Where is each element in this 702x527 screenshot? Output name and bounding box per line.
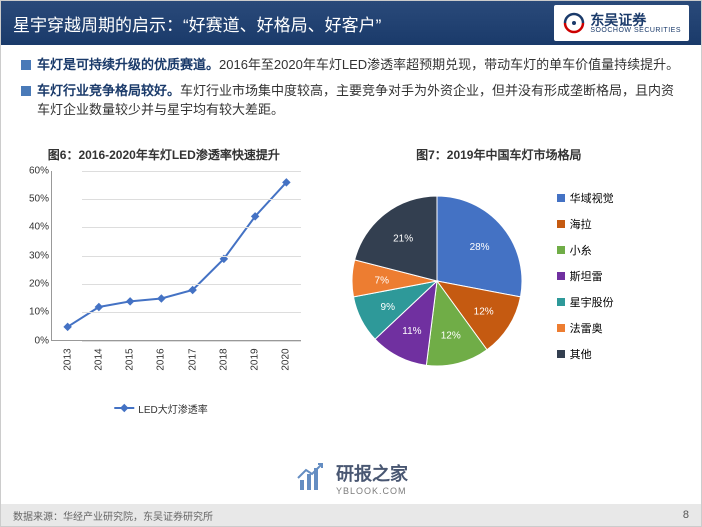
pie-pct-label: 9% [380,302,395,313]
x-tick: 2018 [218,344,229,374]
pie-pct-label: 7% [374,275,389,286]
pie-pct-label: 28% [469,241,489,252]
y-tick: 0% [35,335,49,346]
legend-swatch [557,324,565,332]
pie-legend-item: 斯坦雷 [557,268,614,284]
x-tick: 2013 [62,344,73,374]
grid-line [82,171,301,172]
legend-swatch [557,272,565,280]
x-tick: 2016 [156,344,167,374]
grid-line [82,312,301,313]
pie-chart-container: 图7：2019年中国车灯市场格局 28% 12% 12% 11% 9% 7% 21% 华域视… [317,146,681,391]
legend-swatch [557,220,565,228]
x-tick: 2015 [125,344,136,374]
legend-text: 法雷奥 [570,320,603,336]
watermark: 研报之家 YBLOOK.COM [294,460,408,496]
y-tick: 10% [29,307,49,318]
legend-text: 海拉 [570,216,592,232]
watermark-url: YBLOOK.COM [336,486,408,496]
pie-chart: 28% 12% 12% 11% 9% 7% 21% [317,171,557,391]
legend-text: 星宇股份 [570,294,614,310]
page-number: 8 [683,509,689,521]
pie-pct-label: 21% [393,233,413,244]
x-tick: 2017 [187,344,198,374]
grid-line [82,227,301,228]
y-tick: 30% [29,250,49,261]
pie-chart-title: 图7：2019年中国车灯市场格局 [317,146,681,163]
x-tick: 2020 [281,344,292,374]
bullet-marker [21,60,31,70]
bullet-marker [21,86,31,96]
pie-legend-item: 华域视觉 [557,190,614,206]
logo-text: 东吴证券 [590,13,681,27]
watermark-icon [294,460,330,496]
legend-text: 小糸 [570,242,592,258]
x-tick: 2019 [250,344,261,374]
x-tick: 2014 [93,344,104,374]
line-chart-container: 图6：2016-2020年车灯LED渗透率快速提升 0% 10% 20% 30% 40%… [21,146,307,391]
bullet-item: 车灯行业竞争格局较好。车灯行业市场集中度较高，主要竞争对手为外资企业，但并没有形… [21,81,681,120]
pie-legend-item: 海拉 [557,216,614,232]
line-legend: LED大灯渗透率 [114,401,207,416]
legend-text: 其他 [570,346,592,362]
pie-pct-label: 12% [473,306,493,317]
slide-title: 星宇穿越周期的启示：“好赛道、好格局、好客户” [13,11,381,36]
pie-pct-label: 11% [402,326,421,337]
legend-swatch [557,194,565,202]
watermark-text: 研报之家 [336,460,408,486]
legend-text: 华域视觉 [570,190,614,206]
bullet-item: 车灯是可持续升级的优质赛道。2016年至2020年车灯LED渗透率超预期兑现，带… [21,55,681,75]
legend-text: 斯坦雷 [570,268,603,284]
y-tick: 40% [29,222,49,233]
legend-label: LED大灯渗透率 [138,401,207,416]
logo-subtext: SOOCHOW SECURITIES [590,27,681,34]
content-area: 车灯是可持续升级的优质赛道。2016年至2020年车灯LED渗透率超预期兑现，带… [1,45,701,136]
line-chart: 0%10%20%30%40%50%60% 2013201420152016201… [21,171,301,371]
grid-line [82,341,301,342]
legend-swatch [557,298,565,306]
slide-header: 星宇穿越周期的启示：“好赛道、好格局、好客户” 东吴证券 SOOCHOW SEC… [1,1,701,45]
pie-legend: 华域视觉海拉小糸斯坦雷星宇股份法雷奥其他 [557,190,614,372]
legend-swatch [557,246,565,254]
pie-pct-label: 12% [440,330,460,341]
pie-legend-item: 星宇股份 [557,294,614,310]
pie-legend-item: 小糸 [557,242,614,258]
legend-marker [114,407,134,409]
bullet-text: 车灯是可持续升级的优质赛道。2016年至2020年车灯LED渗透率超预期兑现，带… [37,55,679,75]
grid-line [82,256,301,257]
pie-legend-item: 其他 [557,346,614,362]
line-chart-title: 图6：2016-2020年车灯LED渗透率快速提升 [21,146,307,163]
slide-footer: 数据来源：华经产业研究院，东吴证券研究所 8 [1,504,701,526]
footer-source: 数据来源：华经产业研究院，东吴证券研究所 [13,508,213,523]
y-tick: 20% [29,278,49,289]
pie-legend-item: 法雷奥 [557,320,614,336]
legend-swatch [557,350,565,358]
slide: 星宇穿越周期的启示：“好赛道、好格局、好客户” 东吴证券 SOOCHOW SEC… [0,0,702,527]
bullet-text: 车灯行业竞争格局较好。车灯行业市场集中度较高，主要竞争对手为外资企业，但并没有形… [37,81,681,120]
charts-area: 图6：2016-2020年车灯LED渗透率快速提升 0% 10% 20% 30% 40%… [1,146,701,391]
y-tick: 60% [29,165,49,176]
y-tick: 50% [29,193,49,204]
logo-icon [562,11,586,35]
grid-line [82,284,301,285]
grid-line [82,199,301,200]
brand-logo: 东吴证券 SOOCHOW SECURITIES [554,5,689,41]
